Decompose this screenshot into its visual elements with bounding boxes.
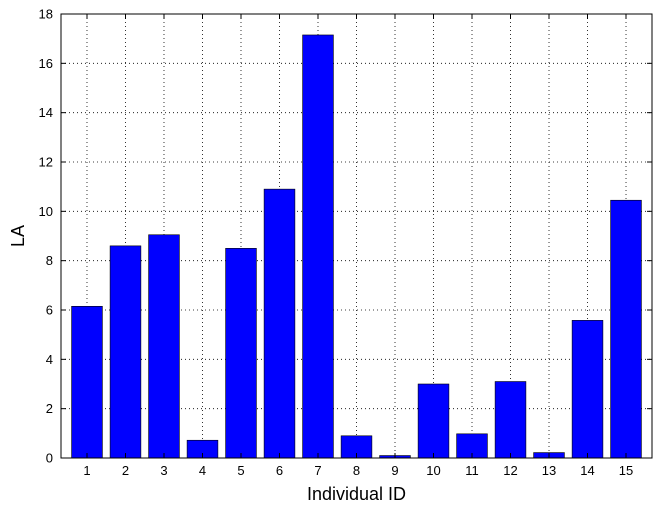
y-tick-label: 12 [39, 155, 53, 170]
x-tick-label: 5 [237, 463, 244, 478]
y-tick-label: 8 [46, 253, 53, 268]
x-tick-label: 13 [542, 463, 556, 478]
x-tick-label: 8 [353, 463, 360, 478]
y-tick-label: 2 [46, 401, 53, 416]
y-tick-label: 6 [46, 303, 53, 318]
bar-15 [610, 199, 642, 459]
y-tick-label: 16 [39, 56, 53, 71]
x-tick-label: 11 [465, 463, 479, 478]
bar-10 [417, 383, 450, 459]
y-tick-label: 0 [46, 451, 53, 466]
x-tick-label: 3 [160, 463, 167, 478]
bar-12 [494, 381, 527, 459]
x-tick-label: 10 [426, 463, 440, 478]
bar-2 [109, 245, 142, 459]
bar-1 [71, 305, 103, 459]
x-tick-label: 12 [503, 463, 517, 478]
y-tick-label: 10 [39, 204, 53, 219]
bars [71, 34, 642, 459]
x-tick-label: 4 [199, 463, 206, 478]
x-tick-label: 14 [580, 463, 594, 478]
x-tick-label: 1 [83, 463, 90, 478]
bar-7 [302, 34, 334, 459]
x-tick-label: 2 [122, 463, 129, 478]
x-axis-label: Individual ID [307, 484, 406, 504]
bar-3 [148, 234, 180, 459]
x-tick-label: 15 [619, 463, 633, 478]
bar-6 [263, 188, 296, 459]
x-tick-label: 9 [391, 463, 398, 478]
x-tick-label: 7 [314, 463, 321, 478]
y-tick-label: 18 [39, 7, 53, 22]
y-tick-label: 14 [39, 105, 53, 120]
grid [61, 14, 652, 458]
y-axis-label: LA [8, 225, 28, 247]
x-tick-label: 6 [276, 463, 283, 478]
y-tick-label: 4 [46, 352, 53, 367]
bar-5 [225, 248, 257, 459]
bar-14 [571, 320, 604, 459]
